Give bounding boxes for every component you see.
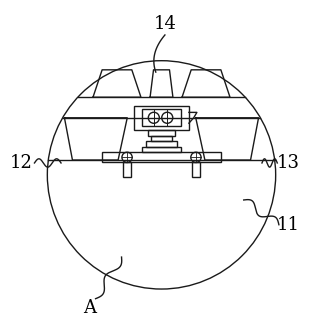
Text: 12: 12 — [10, 154, 33, 172]
Bar — [148, 130, 175, 136]
Text: 13: 13 — [277, 154, 300, 172]
Bar — [123, 162, 131, 177]
Bar — [141, 147, 182, 153]
Bar — [142, 109, 181, 126]
Bar — [134, 106, 189, 130]
Bar — [146, 141, 177, 147]
Text: A: A — [83, 299, 96, 317]
Bar — [192, 162, 200, 177]
Text: 14: 14 — [153, 15, 176, 33]
Bar — [102, 153, 221, 162]
Text: 11: 11 — [277, 216, 300, 234]
Bar — [151, 136, 172, 141]
